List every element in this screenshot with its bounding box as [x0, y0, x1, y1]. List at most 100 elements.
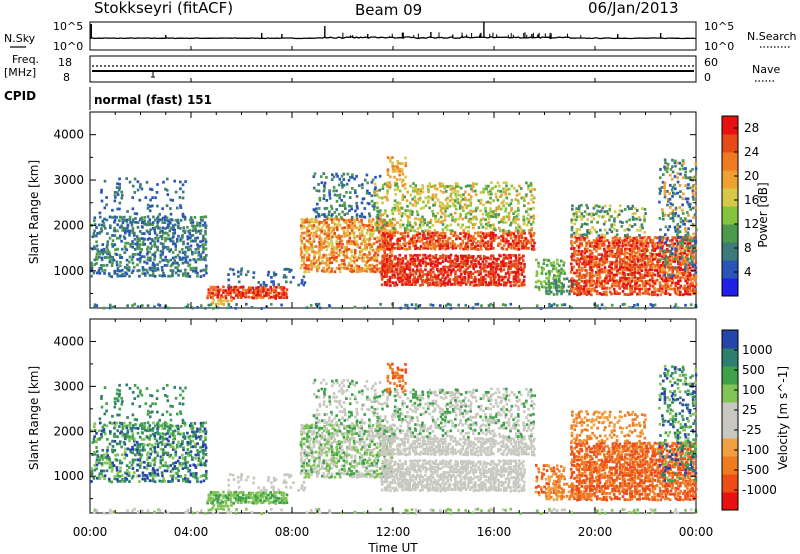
- power-cell: [474, 283, 478, 287]
- power-cell: [222, 303, 225, 306]
- power-cell: [494, 237, 497, 240]
- power-cell: [676, 242, 680, 246]
- power-cell: [424, 272, 428, 276]
- velocity-cell: [141, 477, 144, 481]
- power-cell: [520, 283, 523, 287]
- power-cell: [505, 281, 508, 285]
- power-cell: [618, 281, 621, 284]
- power-cell: [149, 258, 152, 262]
- power-cell: [454, 182, 458, 185]
- power-cell: [149, 198, 152, 202]
- power-cell: [313, 265, 316, 268]
- power-cell: [328, 253, 331, 256]
- power-cell: [110, 242, 114, 246]
- power-cell: [501, 277, 505, 281]
- power-cell: [485, 265, 488, 269]
- power-cell: [636, 287, 639, 290]
- power-cell: [457, 193, 461, 197]
- power-cell: [385, 237, 389, 240]
- power-cell: [467, 225, 470, 229]
- power-cell: [613, 244, 616, 248]
- power-cell: [388, 257, 391, 260]
- power-cell: [335, 242, 339, 246]
- power-cell: [432, 275, 435, 279]
- power-cell: [479, 223, 483, 226]
- power-cell: [568, 279, 571, 283]
- power-cell: [649, 278, 652, 282]
- power-cell: [355, 213, 359, 217]
- power-cell: [659, 176, 662, 180]
- power-cell: [469, 201, 473, 205]
- power-cell: [380, 283, 384, 287]
- power-cell: [629, 252, 632, 256]
- power-cell: [580, 218, 584, 221]
- power-cell: [512, 280, 516, 284]
- power-cell: [405, 227, 409, 230]
- power-cell: [363, 235, 366, 238]
- power-cell: [510, 231, 513, 235]
- velocity-cell: [113, 439, 117, 443]
- power-cell: [664, 281, 667, 284]
- power-cell: [638, 218, 642, 222]
- power-cell: [496, 181, 500, 185]
- power-cell: [605, 254, 608, 258]
- power-cell: [149, 205, 152, 208]
- velocity-cell: [138, 435, 142, 439]
- power-cell: [411, 273, 415, 277]
- power-cell: [307, 224, 310, 228]
- power-cell: [148, 209, 152, 213]
- freq-label: Freq.: [12, 53, 39, 66]
- power-cell: [687, 214, 690, 217]
- power-cell: [113, 226, 116, 230]
- power-cell: [615, 241, 619, 245]
- power-cell: [694, 271, 698, 275]
- power-cell: [542, 262, 546, 266]
- velocity-cell: [133, 437, 136, 441]
- power-cell: [434, 256, 437, 260]
- power-cell: [639, 242, 642, 246]
- power-cell: [487, 221, 490, 224]
- power-cell: [588, 282, 592, 286]
- power-cell: [578, 289, 581, 293]
- power-cell: [663, 192, 667, 196]
- power-cell: [375, 201, 379, 205]
- power-cell: [354, 191, 357, 194]
- power-cell: [575, 271, 579, 274]
- power-cell: [432, 246, 435, 250]
- power-cell: [622, 257, 626, 261]
- power-cell: [396, 231, 399, 234]
- power-cell: [454, 246, 458, 250]
- power-cell: [484, 259, 488, 263]
- power-cell: [388, 278, 392, 282]
- power-cell: [297, 283, 300, 287]
- power-cell: [602, 284, 606, 288]
- power-cell: [425, 240, 429, 244]
- power-cell: [141, 268, 145, 272]
- power-cell: [677, 262, 680, 266]
- power-cell: [453, 187, 457, 190]
- power-cell: [580, 252, 583, 256]
- power-cell: [419, 264, 422, 268]
- power-cell: [106, 232, 109, 235]
- power-cell: [91, 235, 95, 239]
- power-cell: [510, 265, 513, 268]
- power-cell: [91, 247, 94, 251]
- power-cell: [149, 268, 152, 272]
- power-cell: [426, 200, 430, 204]
- power-cell: [525, 242, 528, 245]
- power-cell: [368, 192, 371, 195]
- power-cell: [414, 204, 417, 208]
- power-cell: [494, 213, 498, 216]
- power-cell: [307, 256, 311, 259]
- power-cell: [312, 238, 316, 241]
- power-cell: [201, 219, 204, 222]
- power-cell: [572, 247, 576, 250]
- power-cell: [678, 195, 682, 199]
- power-cell: [612, 241, 616, 245]
- power-cell: [661, 253, 665, 256]
- power-cell: [588, 274, 592, 278]
- power-cell: [548, 305, 551, 309]
- power-cell: [470, 245, 473, 249]
- power-cell: [500, 218, 504, 222]
- power-cell: [424, 196, 427, 200]
